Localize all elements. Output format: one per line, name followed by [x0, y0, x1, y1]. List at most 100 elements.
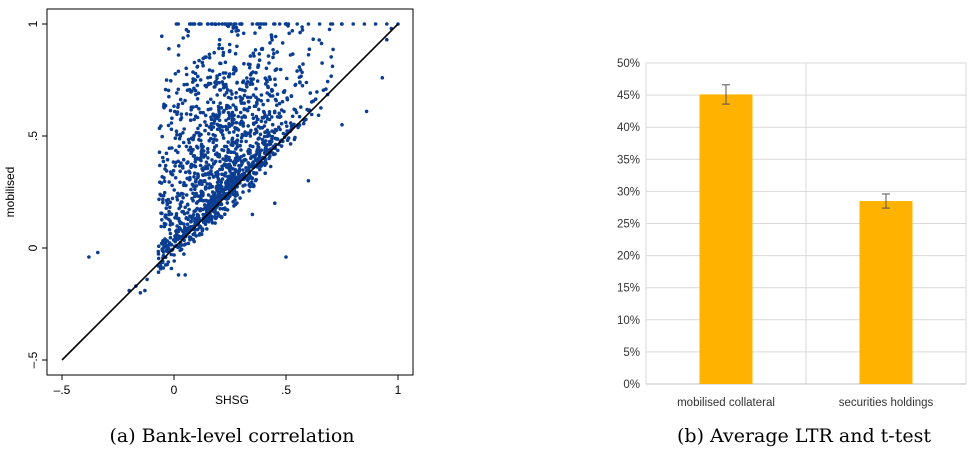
- scatter-point: [223, 174, 227, 178]
- scatter-point: [273, 22, 277, 26]
- scatter-point: [205, 22, 210, 26]
- scatter-point: [265, 91, 270, 95]
- scatter-point: [236, 28, 240, 33]
- bar: [699, 94, 753, 384]
- scatter-point: [224, 197, 229, 201]
- scatter-point: [199, 189, 204, 194]
- scatter-point: [175, 198, 180, 202]
- scatter-point: [184, 72, 189, 77]
- scatter-point: [199, 143, 204, 148]
- scatter-point: [188, 118, 193, 122]
- scatter-point: [311, 37, 316, 41]
- scatter-point: [210, 221, 215, 225]
- scatter-point: [257, 153, 262, 158]
- scatter-point: [206, 75, 210, 80]
- scatter-point: [263, 82, 268, 86]
- bar-y-tick-label: 20%: [617, 251, 640, 263]
- scatter-point: [242, 153, 246, 158]
- scatter-point: [179, 234, 183, 239]
- scatter-point: [380, 76, 385, 80]
- scatter-point: [201, 168, 205, 173]
- scatter-point: [186, 217, 190, 221]
- scatter-point: [157, 244, 161, 248]
- scatter-point: [288, 142, 293, 146]
- scatter-point: [239, 155, 243, 159]
- scatter-point: [185, 82, 189, 87]
- scatter-point: [190, 136, 194, 140]
- scatter-point: [217, 37, 222, 42]
- scatter-point: [168, 108, 173, 113]
- scatter-point: [176, 191, 180, 196]
- scatter-point: [279, 144, 284, 148]
- scatter-point: [234, 179, 239, 184]
- scatter-point: [214, 143, 219, 148]
- scatter-point: [187, 22, 192, 26]
- scatter-point: [197, 58, 201, 63]
- scatter-point: [245, 95, 250, 100]
- scatter-point: [227, 124, 232, 129]
- scatter-point: [207, 68, 212, 72]
- scatter-point: [170, 196, 175, 201]
- bar-y-tick-label: 5%: [623, 347, 640, 359]
- scatter-point: [308, 91, 313, 95]
- scatter-point: [164, 243, 168, 248]
- scatter-point: [174, 214, 179, 218]
- scatter-point: [268, 164, 273, 169]
- scatter-point: [192, 209, 196, 214]
- scatter-point: [170, 183, 174, 188]
- scatter-point: [186, 34, 190, 38]
- scatter-point: [273, 201, 277, 205]
- scatter-point: [301, 62, 305, 66]
- scatter-point: [260, 137, 265, 142]
- scatter-point: [254, 70, 258, 75]
- scatter-y-tick-label: 0: [26, 244, 40, 251]
- scatter-point: [219, 130, 224, 134]
- scatter-point: [317, 38, 322, 42]
- scatter-point: [203, 198, 208, 203]
- scatter-point: [181, 195, 185, 200]
- scatter-point: [167, 227, 172, 232]
- scatter-point: [220, 80, 225, 84]
- scatter-point: [299, 105, 303, 109]
- scatter-point: [212, 50, 216, 55]
- scatter-point: [275, 103, 279, 107]
- scatter-point: [195, 206, 199, 211]
- scatter-point: [290, 114, 295, 119]
- scatter-point: [256, 107, 261, 112]
- scatter-point: [277, 101, 282, 106]
- bar-gridlines: [645, 62, 967, 385]
- scatter-point: [241, 184, 245, 188]
- scatter-point: [181, 157, 186, 162]
- scatter-point: [203, 179, 207, 184]
- scatter-point: [239, 163, 244, 167]
- scatter-point: [186, 241, 191, 246]
- scatter-point: [214, 113, 218, 117]
- scatter-point: [258, 164, 263, 169]
- scatter-point: [218, 88, 223, 92]
- scatter-point: [174, 129, 179, 133]
- scatter-point: [172, 253, 176, 257]
- scatter-point: [172, 104, 176, 108]
- scatter-point: [179, 200, 184, 204]
- scatter-point: [166, 88, 171, 93]
- scatter-point: [234, 120, 239, 125]
- scatter-point: [161, 193, 165, 198]
- scatter-point: [202, 203, 207, 207]
- scatter-point: [213, 214, 217, 219]
- scatter-point: [253, 171, 257, 176]
- scatter-point: [236, 176, 240, 181]
- scatter-point: [193, 187, 197, 192]
- scatter-point: [219, 215, 224, 220]
- scatter-point: [251, 144, 255, 149]
- scatter-point: [188, 235, 193, 240]
- scatter-point: [179, 191, 184, 196]
- scatter-point: [197, 224, 201, 228]
- scatter-point: [218, 123, 223, 128]
- scatter-point: [306, 179, 311, 183]
- scatter-point: [182, 127, 186, 131]
- scatter-point: [180, 101, 185, 106]
- scatter-point: [319, 106, 323, 110]
- scatter-point: [189, 108, 193, 112]
- scatter-point: [189, 187, 193, 192]
- scatter-point: [163, 222, 168, 226]
